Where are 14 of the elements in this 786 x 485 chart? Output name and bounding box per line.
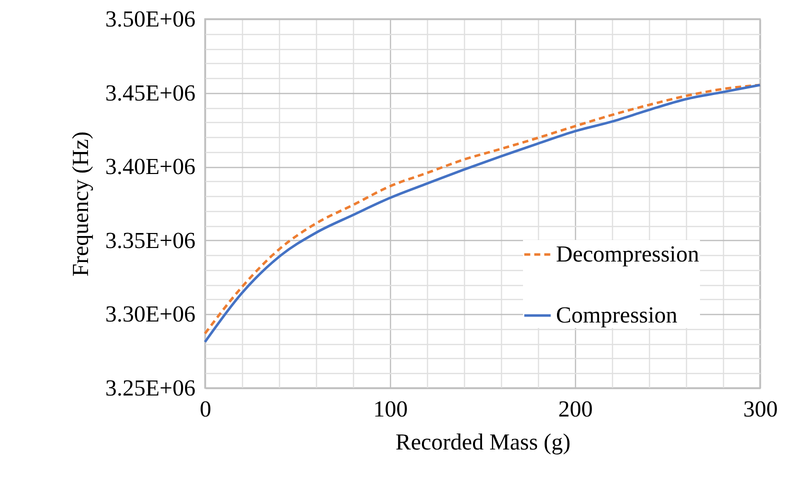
y-tick-label: 3.50E+06 xyxy=(105,6,196,32)
y-tick-label: 3.35E+06 xyxy=(105,228,196,253)
x-tick-label: 300 xyxy=(743,396,778,422)
y-axis-title: Frequency (Hz) xyxy=(68,132,94,276)
y-tick-label: 3.40E+06 xyxy=(105,154,196,180)
y-tick-label: 3.30E+06 xyxy=(105,302,196,327)
y-tick-label: 3.25E+06 xyxy=(105,376,196,400)
x-axis-title: Recorded Mass (g) xyxy=(395,430,571,454)
x-tick-label: 100 xyxy=(373,396,408,422)
legend-label: Compression xyxy=(556,302,678,328)
x-tick-label: 0 xyxy=(200,396,212,422)
legend-label: Decompression xyxy=(556,242,700,266)
x-tick-label: 200 xyxy=(558,396,593,422)
y-tick-label: 3.45E+06 xyxy=(105,80,196,106)
